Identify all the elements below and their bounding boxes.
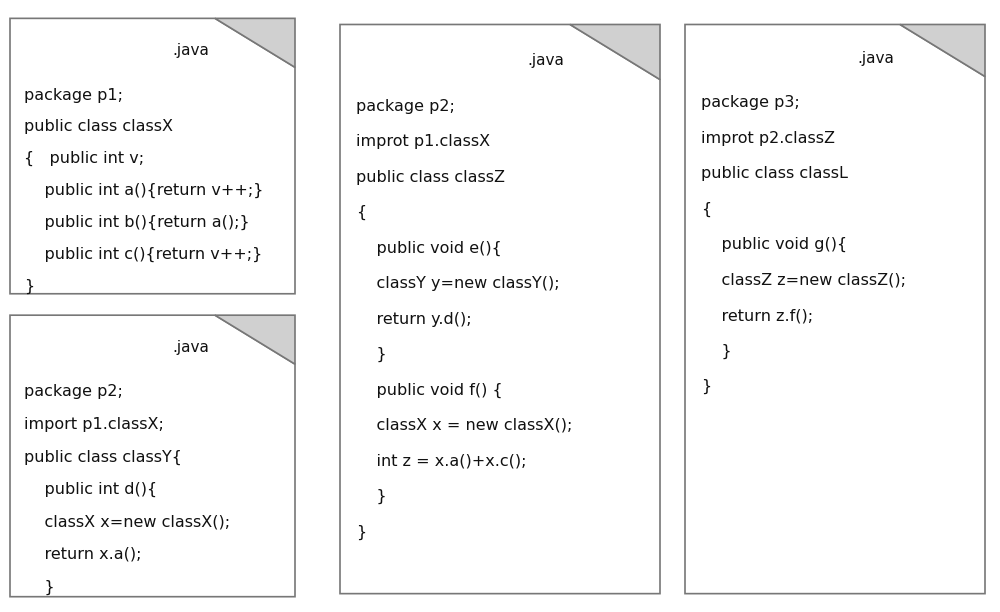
Polygon shape xyxy=(10,315,295,597)
Polygon shape xyxy=(10,18,295,294)
Text: {: { xyxy=(701,202,711,217)
Text: classX x = new classX();: classX x = new classX(); xyxy=(356,418,572,433)
Polygon shape xyxy=(570,24,660,80)
Text: return x.a();: return x.a(); xyxy=(24,547,142,562)
Text: improt p2.classZ: improt p2.classZ xyxy=(701,131,835,146)
Text: {: { xyxy=(356,205,366,220)
Text: return z.f();: return z.f(); xyxy=(701,308,813,323)
Polygon shape xyxy=(340,24,660,594)
Polygon shape xyxy=(215,18,295,67)
Text: }: } xyxy=(356,489,387,504)
Text: .java: .java xyxy=(172,340,209,354)
Text: package p2;: package p2; xyxy=(24,384,123,400)
Text: classY y=new classY();: classY y=new classY(); xyxy=(356,276,560,291)
Text: .java: .java xyxy=(172,43,209,58)
Text: }: } xyxy=(24,580,55,595)
Text: classZ z=new classZ();: classZ z=new classZ(); xyxy=(701,273,906,288)
Text: }: } xyxy=(356,524,366,540)
Text: .java: .java xyxy=(857,51,894,66)
Text: import p1.classX;: import p1.classX; xyxy=(24,417,164,432)
Text: public class classL: public class classL xyxy=(701,166,848,181)
Text: public int b(){return a();}: public int b(){return a();} xyxy=(24,215,250,230)
Text: package p2;: package p2; xyxy=(356,99,455,114)
Text: return y.d();: return y.d(); xyxy=(356,312,472,327)
Text: .java: .java xyxy=(527,53,564,68)
Text: public int a(){return v++;}: public int a(){return v++;} xyxy=(24,183,263,198)
Polygon shape xyxy=(900,24,985,76)
Text: public void g(){: public void g(){ xyxy=(701,237,847,252)
Polygon shape xyxy=(215,315,295,364)
Text: improt p1.classX: improt p1.classX xyxy=(356,134,490,149)
Text: public int c(){return v++;}: public int c(){return v++;} xyxy=(24,247,262,262)
Text: }: } xyxy=(356,347,387,362)
Text: classX x=new classX();: classX x=new classX(); xyxy=(24,515,230,529)
Text: public void f() {: public void f() { xyxy=(356,382,503,398)
Text: public class classZ: public class classZ xyxy=(356,170,505,185)
Text: public class classX: public class classX xyxy=(24,119,173,135)
Text: package p3;: package p3; xyxy=(701,95,800,110)
Text: public void e(){: public void e(){ xyxy=(356,241,502,256)
Text: public class classY{: public class classY{ xyxy=(24,449,182,465)
Text: int z = x.a()+x.c();: int z = x.a()+x.c(); xyxy=(356,453,526,469)
Polygon shape xyxy=(685,24,985,594)
Text: }: } xyxy=(701,343,732,359)
Text: }: } xyxy=(24,278,34,294)
Text: public int d(){: public int d(){ xyxy=(24,482,157,497)
Text: {   public int v;: { public int v; xyxy=(24,151,144,166)
Text: package p1;: package p1; xyxy=(24,88,123,103)
Text: }: } xyxy=(701,379,711,394)
